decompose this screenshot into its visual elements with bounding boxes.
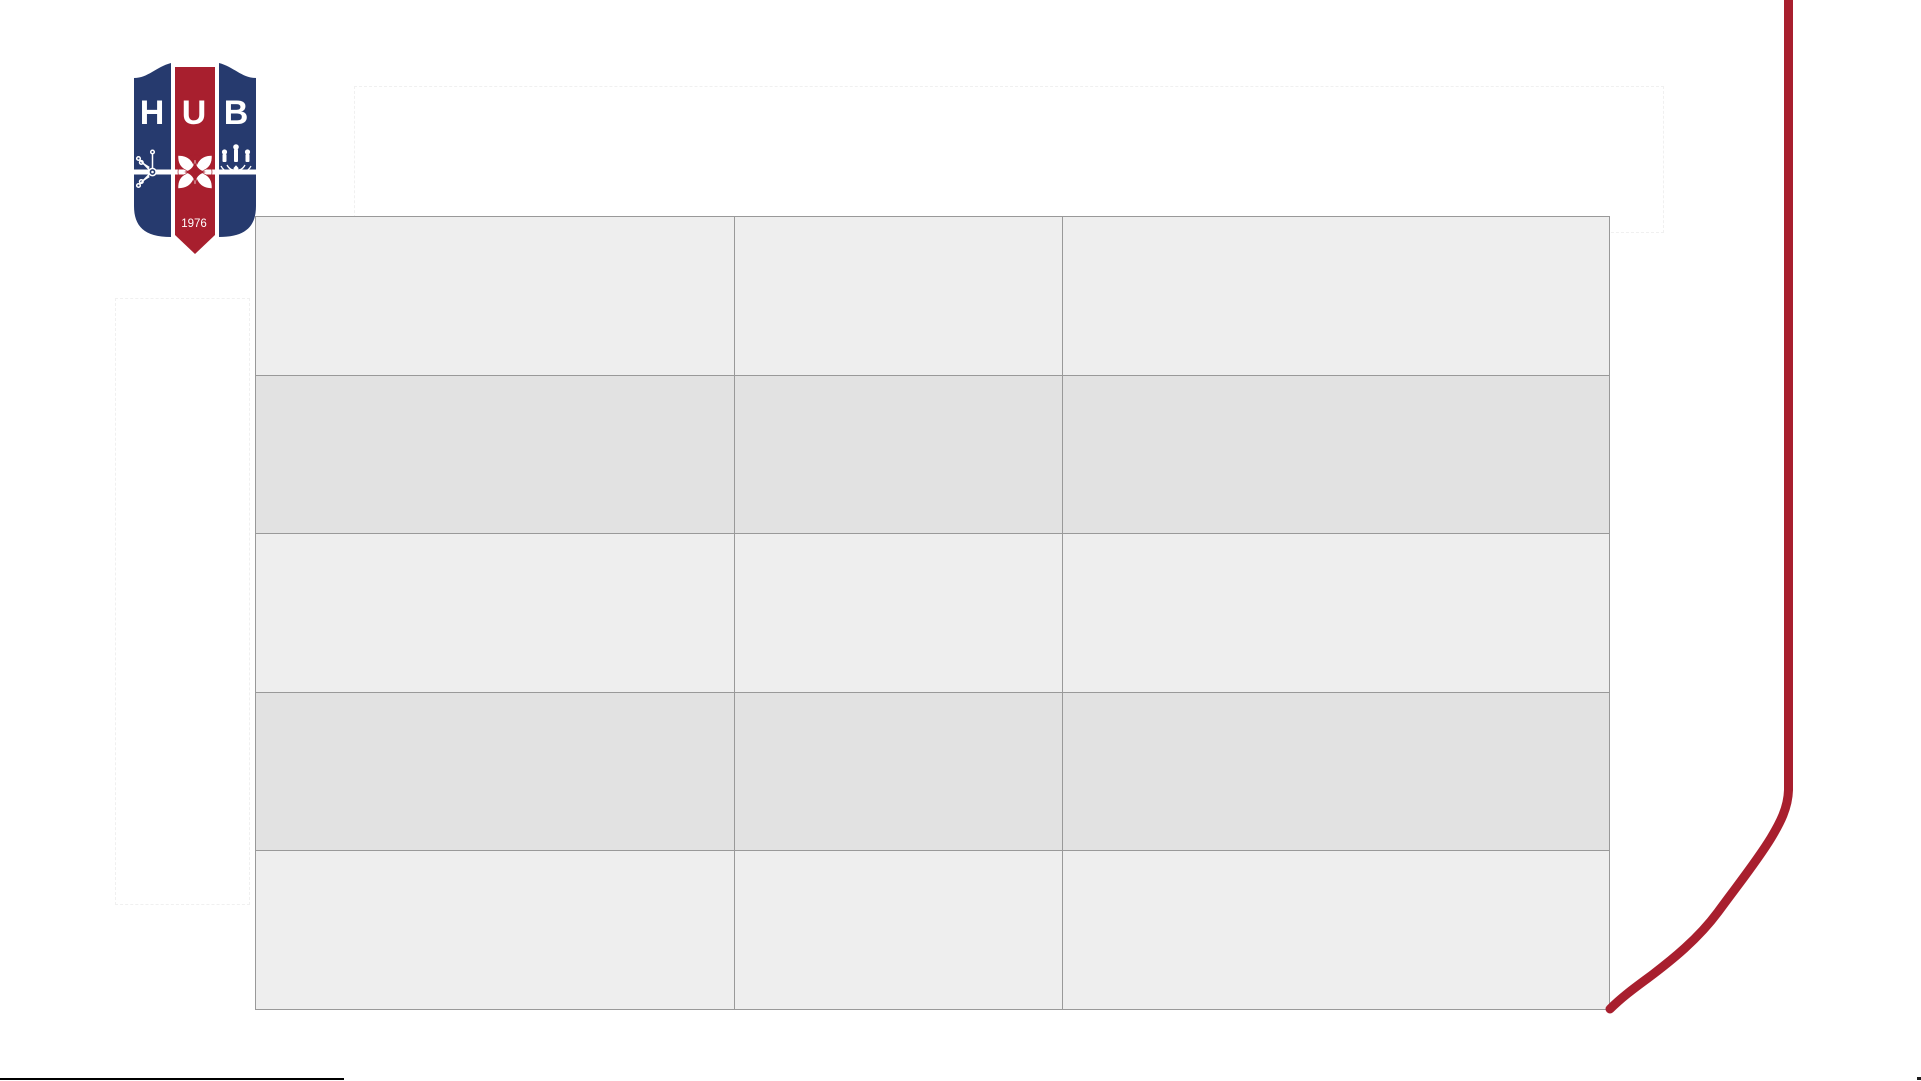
svg-text:U: U — [182, 94, 207, 132]
svg-text:B: B — [224, 94, 249, 132]
svg-text:1976: 1976 — [181, 218, 207, 230]
svg-text:H: H — [140, 94, 165, 132]
